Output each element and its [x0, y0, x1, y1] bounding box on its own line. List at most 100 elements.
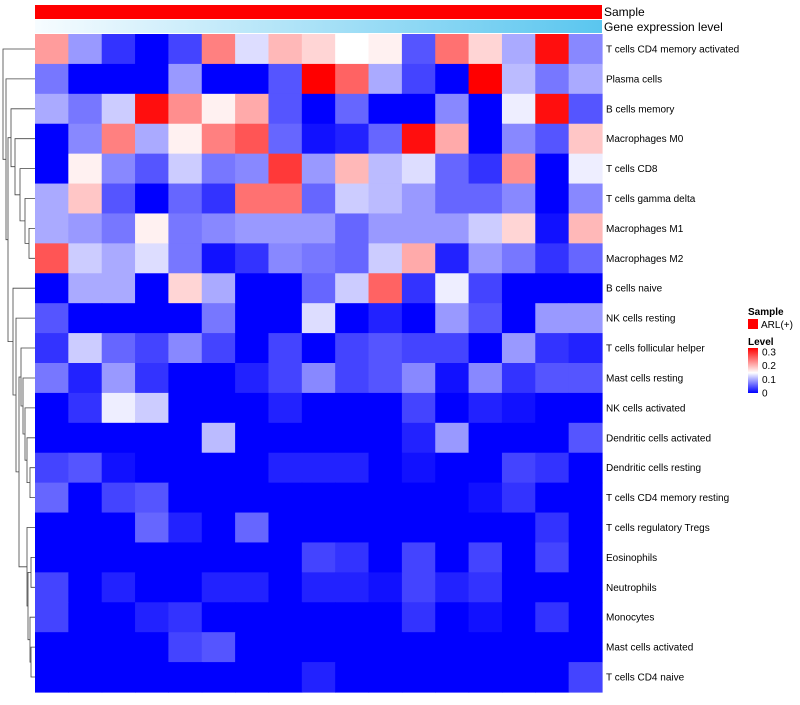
- heatmap-cell: [35, 333, 69, 364]
- heatmap-cell: [335, 512, 370, 544]
- heatmap-cell: [268, 363, 303, 394]
- heatmap-cell: [101, 512, 136, 544]
- heatmap-cell: [68, 213, 103, 244]
- heatmap-cell: [101, 243, 136, 274]
- heatmap-cell: [101, 602, 136, 633]
- heatmap-cell: [201, 153, 236, 185]
- heatmap-cell: [135, 333, 170, 364]
- heatmap-cell: [535, 512, 570, 544]
- row-labels: T cells CD4 memory activated Plasma cells…: [606, 45, 739, 684]
- heatmap-cell: [301, 363, 336, 394]
- heatmap-cell: [268, 93, 303, 125]
- heatmap-cell: [168, 333, 203, 364]
- heatmap-cell: [135, 482, 170, 514]
- heatmap-cell: [101, 632, 136, 663]
- heatmap-cell: [35, 183, 69, 215]
- heatmap-cell: [435, 662, 470, 693]
- heatmap-cell: [435, 333, 470, 364]
- heatmap-cell: [135, 123, 170, 155]
- heatmap-cell: [201, 93, 236, 125]
- heatmap-cell: [68, 422, 103, 454]
- heatmap-cell: [268, 63, 303, 95]
- row-label: Mast cells resting: [606, 374, 683, 385]
- heatmap-cell: [68, 243, 103, 274]
- heatmap-cell: [201, 542, 236, 573]
- heatmap-cell: [268, 632, 303, 663]
- heatmap-cell: [368, 183, 403, 215]
- heatmap-cell: [368, 452, 403, 484]
- heatmap-cell: [468, 303, 503, 334]
- heatmap-cell: [435, 123, 470, 155]
- heatmap-cell: [168, 452, 203, 484]
- heatmap-cell: [401, 303, 436, 334]
- legend-level-title: Level: [748, 337, 774, 348]
- heatmap-cell: [468, 512, 503, 544]
- heatmap-cell: [435, 512, 470, 544]
- row-label: Macrophages M1: [606, 224, 684, 235]
- heatmap-cell: [235, 482, 270, 514]
- heatmap-cell: [435, 63, 470, 95]
- legend-level-colorbar: [748, 348, 758, 393]
- heatmap-cell: [268, 34, 303, 65]
- heatmap-cell: [501, 542, 536, 573]
- heatmap-cell: [501, 392, 536, 424]
- heatmap-cell: [335, 662, 370, 693]
- heatmap-cell: [535, 153, 570, 185]
- heatmap-cell: [401, 93, 436, 125]
- heatmap-cell: [468, 63, 503, 95]
- heatmap-cell: [335, 632, 370, 663]
- heatmap-cell: [501, 662, 536, 693]
- heatmap-cell: [168, 572, 203, 603]
- heatmap-cell: [568, 392, 603, 424]
- heatmap-cell: [301, 482, 336, 514]
- row-label: Eosinophils: [606, 553, 657, 564]
- heatmap-cell: [568, 303, 603, 334]
- heatmap-cell: [68, 512, 103, 544]
- heatmap-cell: [101, 213, 136, 244]
- heatmap-cell: [301, 542, 336, 573]
- heatmap-cell: [101, 153, 136, 185]
- heatmap-cell: [35, 243, 69, 274]
- heatmap-cell: [168, 632, 203, 663]
- heatmap-cell: [68, 452, 103, 484]
- heatmap-cell: [468, 153, 503, 185]
- row-dendrogram: [2, 48, 35, 678]
- heatmap-cell: [168, 153, 203, 185]
- heatmap-cell: [468, 422, 503, 454]
- heatmap-cell: [201, 482, 236, 514]
- heatmap-cell: [201, 273, 236, 304]
- heatmap-cell: [201, 333, 236, 364]
- heatmap-cell: [201, 422, 236, 454]
- heatmap-cell: [168, 243, 203, 274]
- heatmap-cell: [268, 392, 303, 424]
- heatmap-cell: [335, 333, 370, 364]
- heatmap-cell: [568, 93, 603, 125]
- heatmap-cell: [35, 392, 69, 424]
- dendrogram-branch: [14, 138, 35, 196]
- heatmap-cell: [501, 34, 536, 65]
- heatmap-cell: [268, 572, 303, 603]
- heatmap-cell: [501, 572, 536, 603]
- heatmap-cell: [68, 93, 103, 125]
- heatmap-cell: [401, 273, 436, 304]
- heatmap-cell: [301, 572, 336, 603]
- heatmap-cell: [435, 632, 470, 663]
- heatmap-cell: [168, 303, 203, 334]
- heatmap-cell: [401, 34, 436, 65]
- heatmap-cell: [101, 392, 136, 424]
- heatmap-cell: [435, 572, 470, 603]
- heatmap-cell: [535, 452, 570, 484]
- heatmap-cell: [468, 452, 503, 484]
- heatmap-cell: [68, 34, 103, 65]
- heatmap-cell: [235, 123, 270, 155]
- row-label: Plasma cells: [606, 74, 662, 85]
- heatmap-cell: [301, 63, 336, 95]
- heatmap-cell: [168, 392, 203, 424]
- heatmap-cell: [401, 243, 436, 274]
- heatmap-cell: [568, 153, 603, 185]
- heatmap-cell: [501, 93, 536, 125]
- heatmap-cell: [368, 213, 403, 244]
- heatmap-cell: [401, 542, 436, 573]
- heatmap-cell: [301, 123, 336, 155]
